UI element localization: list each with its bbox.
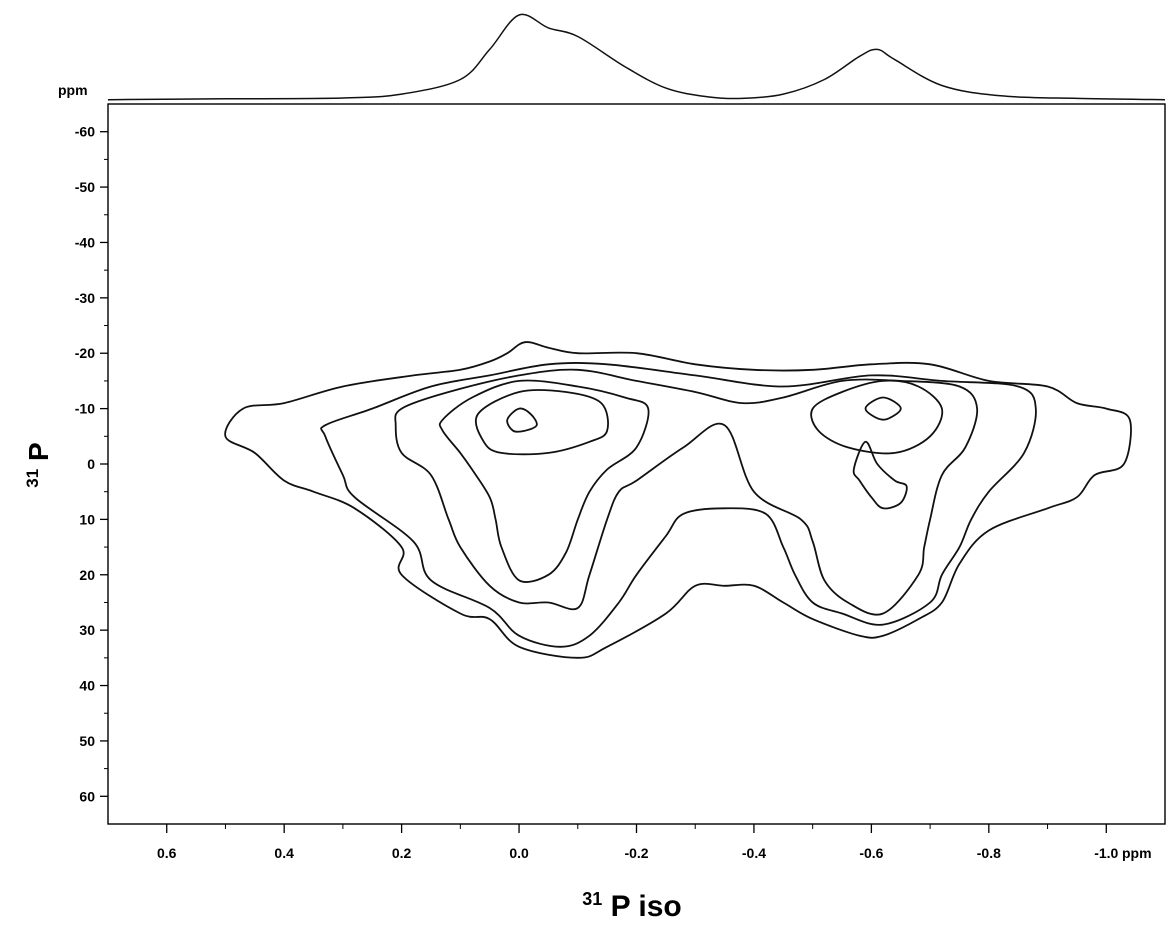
projection-ppm-label: ppm	[58, 82, 88, 98]
x-axis-title: 31 P iso	[582, 879, 682, 923]
contour-line-8	[864, 396, 902, 421]
x-tick-label: -0.8	[977, 845, 1001, 861]
x-axis-unit-label: ppm	[1122, 845, 1152, 861]
y-tick-label: 0	[87, 456, 95, 472]
x-tick-label: 0.2	[392, 845, 412, 861]
x-axis-title-sup: 31	[582, 889, 602, 909]
x-axis: 0.6 0.4 0.2 0.0 -0.2 -0.4 -0.6 -0.8 -1.0	[157, 824, 1119, 861]
y-tick-label: 10	[79, 511, 95, 527]
contour-lines	[224, 341, 1132, 659]
top-projection-spectrum	[107, 13, 1166, 101]
y-axis-title-sup: 31	[23, 469, 42, 488]
x-axis-title-main: P iso	[611, 890, 682, 923]
x-tick-label: 0.6	[157, 845, 177, 861]
y-tick-label: -40	[75, 234, 95, 250]
y-tick-label: -50	[75, 179, 95, 195]
y-tick-label: 20	[79, 567, 95, 583]
projection-trace	[107, 13, 1166, 101]
x-tick-label: 0.0	[509, 845, 529, 861]
x-tick-label: -1.0	[1094, 845, 1118, 861]
x-tick-label: -0.2	[624, 845, 648, 861]
y-axis-title-main: P	[23, 442, 54, 461]
y-tick-label: 60	[79, 788, 95, 804]
contour-line-2	[320, 362, 1037, 648]
contour-line-3	[394, 368, 979, 616]
y-tick-label: 40	[79, 678, 95, 694]
contour-line-1	[224, 341, 1132, 659]
contour-line-4	[438, 379, 650, 583]
contour-line-9	[852, 440, 908, 510]
x-tick-label: -0.6	[859, 845, 883, 861]
y-axis: -60 -50 -40 -30 -20 -10 0 10 20 30 40 50 60	[75, 124, 108, 804]
x-tick-label: -0.4	[742, 845, 766, 861]
y-tick-label: 30	[79, 622, 95, 638]
contour-line-7	[810, 379, 944, 455]
y-tick-label: -60	[75, 124, 95, 140]
y-tick-label: 50	[79, 733, 95, 749]
y-axis-title: 31 P	[13, 442, 54, 487]
y-tick-label: -10	[75, 401, 95, 417]
contour-line-6	[506, 407, 538, 433]
contour-line-5	[474, 388, 609, 456]
x-tick-label: 0.4	[274, 845, 294, 861]
y-tick-label: -20	[75, 345, 95, 361]
y-tick-label: -30	[75, 290, 95, 306]
